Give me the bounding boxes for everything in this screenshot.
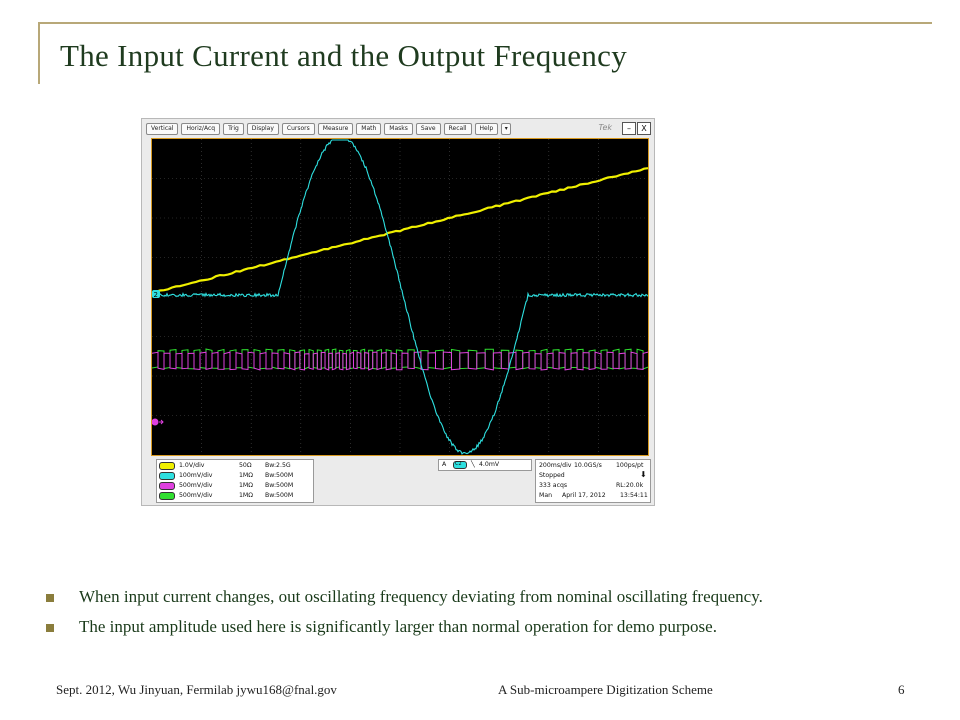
- capture-date: April 17, 2012: [562, 491, 606, 500]
- c3-badge-icon: [159, 482, 175, 490]
- footer-talk-title: A Sub-microampere Digitization Scheme: [498, 682, 713, 698]
- acquisition-count: 333 acqs: [539, 481, 567, 490]
- trigger-readout[interactable]: A C2 ╲ 4.0mV: [438, 459, 532, 471]
- title-frame-left-rule: [38, 22, 40, 84]
- horizontal-scale: 200ms/div: [539, 461, 571, 470]
- channel-row-c1[interactable]: 1.0V/div 50Ω Bw:2.5G: [159, 461, 311, 470]
- menu-dropdown-arrow-icon[interactable]: ▾: [501, 123, 511, 135]
- channel-row-c4[interactable]: 500mV/div 1MΩ Bw:500M: [159, 491, 311, 500]
- menu-recall[interactable]: Recall: [444, 123, 472, 135]
- record-length: RL:20.0k: [616, 481, 643, 490]
- menu-display[interactable]: Display: [247, 123, 279, 135]
- channel-row-c3[interactable]: 500mV/div 1MΩ Bw:500M: [159, 481, 311, 490]
- bullet-text: The input amplitude used here is signifi…: [79, 617, 717, 636]
- time-resolution: 100ps/pt: [616, 461, 643, 470]
- c3-scale: 500mV/div: [179, 481, 212, 490]
- c1-impedance: 50Ω: [239, 461, 252, 470]
- oscilloscope-screenshot: Vertical Horiz/Acq Trig Display Cursors …: [141, 118, 655, 506]
- sample-rate: 10.0GS/s: [574, 461, 602, 470]
- ch2-ground-marker: 2: [152, 290, 160, 299]
- c1-badge-icon: [159, 462, 175, 470]
- square-bullet-icon: [46, 594, 54, 602]
- c2-impedance: 1MΩ: [239, 471, 253, 480]
- ch2-marker-label: 2: [154, 291, 158, 299]
- menu-save[interactable]: Save: [416, 123, 441, 135]
- square-bullet-icon: [46, 624, 54, 632]
- trigger-level: 4.0mV: [479, 460, 499, 469]
- menu-cursors[interactable]: Cursors: [282, 123, 315, 135]
- trigger-slope-icon: ╲: [471, 460, 475, 469]
- scope-display: 2: [151, 138, 649, 456]
- menu-vertical[interactable]: Vertical: [146, 123, 178, 135]
- c4-bandwidth: Bw:500M: [265, 491, 293, 500]
- menu-help[interactable]: Help: [475, 123, 499, 135]
- c1-bandwidth: Bw:2.5G: [265, 461, 291, 470]
- tek-logo: Tek: [599, 123, 612, 132]
- footer-page-number: 6: [898, 682, 905, 698]
- menu-math[interactable]: Math: [356, 123, 381, 135]
- bullet-item: The input amplitude used here is signifi…: [44, 616, 924, 638]
- title-frame-top-rule: [38, 22, 932, 24]
- c4-impedance: 1MΩ: [239, 491, 253, 500]
- c2-bandwidth: Bw:500M: [265, 471, 293, 480]
- c1-scale: 1.0V/div: [179, 461, 204, 470]
- c2-badge-icon: [159, 472, 175, 480]
- trigger-source: A: [442, 460, 446, 469]
- menu-measure[interactable]: Measure: [318, 123, 354, 135]
- c4-badge-icon: [159, 492, 175, 500]
- footer-author: Sept. 2012, Wu Jinyuan, Fermilab jywu168…: [56, 682, 337, 698]
- stopped-down-arrow-icon: ⬇: [640, 470, 647, 479]
- menu-horiz-acq[interactable]: Horiz/Acq: [181, 123, 220, 135]
- bullet-text: When input current changes, out oscillat…: [79, 587, 763, 606]
- c3-impedance: 1MΩ: [239, 481, 253, 490]
- slide-title: The Input Current and the Output Frequen…: [60, 38, 627, 74]
- ch1-ramp-trace: [152, 168, 648, 293]
- acquisition-mode: Man: [539, 491, 552, 500]
- waveform-canvas: 2: [152, 139, 648, 455]
- timebase-readout-panel[interactable]: 200ms/div 10.0GS/s 100ps/pt Stopped ⬇ 33…: [535, 459, 651, 503]
- channel-readout-panel: 1.0V/div 50Ω Bw:2.5G 100mV/div 1MΩ Bw:50…: [156, 459, 314, 503]
- channel-row-c2[interactable]: 100mV/div 1MΩ Bw:500M: [159, 471, 311, 480]
- acquisition-state: Stopped: [539, 471, 565, 480]
- capture-time: 13:54:11: [620, 491, 648, 500]
- ch3-ground-marker-icon: [152, 419, 163, 426]
- menu-masks[interactable]: Masks: [384, 123, 413, 135]
- close-button[interactable]: X: [637, 122, 651, 135]
- minimize-button[interactable]: –: [622, 122, 636, 135]
- scope-menu-bar: Vertical Horiz/Acq Trig Display Cursors …: [146, 123, 511, 135]
- bullet-list: When input current changes, out oscillat…: [44, 586, 924, 646]
- c4-scale: 500mV/div: [179, 491, 212, 500]
- menu-trig[interactable]: Trig: [223, 123, 244, 135]
- c2-scale: 100mV/div: [179, 471, 212, 480]
- c3-bandwidth: Bw:500M: [265, 481, 293, 490]
- trigger-channel: C2: [455, 460, 462, 469]
- bullet-item: When input current changes, out oscillat…: [44, 586, 924, 608]
